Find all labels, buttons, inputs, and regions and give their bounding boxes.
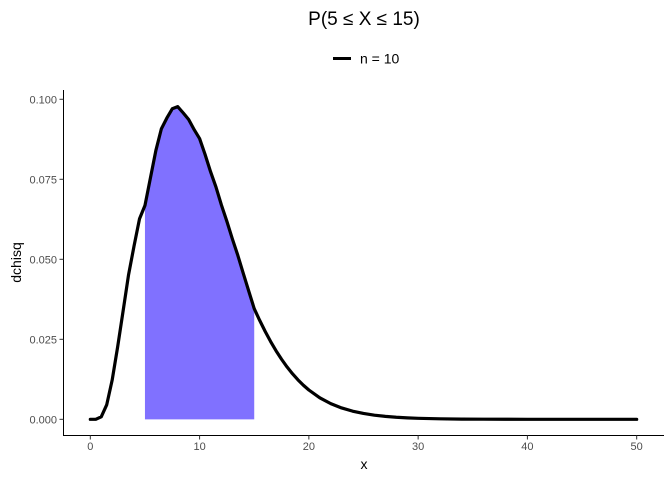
chart-title: P(5 ≤ X ≤ 15) xyxy=(308,9,420,30)
legend-label: n = 10 xyxy=(360,51,400,67)
x-tick-label: 50 xyxy=(631,441,643,453)
y-axis-title: dchisq xyxy=(8,242,24,282)
y-tick-label: 0.100 xyxy=(29,94,57,106)
y-tick-label: 0.075 xyxy=(29,174,57,186)
x-axis-ticks: 0 10 20 30 40 50 xyxy=(87,435,643,453)
density-curve-line xyxy=(88,105,639,421)
x-tick-label: 40 xyxy=(521,441,533,453)
y-tick-label: 0.000 xyxy=(29,414,57,426)
legend: n = 10 xyxy=(333,51,400,67)
y-tick-label: 0.050 xyxy=(29,254,57,266)
y-axis-ticks: 0.000 0.025 0.050 0.075 0.100 xyxy=(29,94,64,426)
x-tick-label: 10 xyxy=(193,441,205,453)
x-tick-label: 0 xyxy=(87,441,93,453)
x-axis-title: x xyxy=(361,456,368,472)
y-tick-label: 0.025 xyxy=(29,334,57,346)
x-tick-label: 20 xyxy=(303,441,315,453)
plot-area xyxy=(88,105,639,421)
x-tick-label: 30 xyxy=(412,441,424,453)
shaded-probability-area xyxy=(144,106,255,420)
